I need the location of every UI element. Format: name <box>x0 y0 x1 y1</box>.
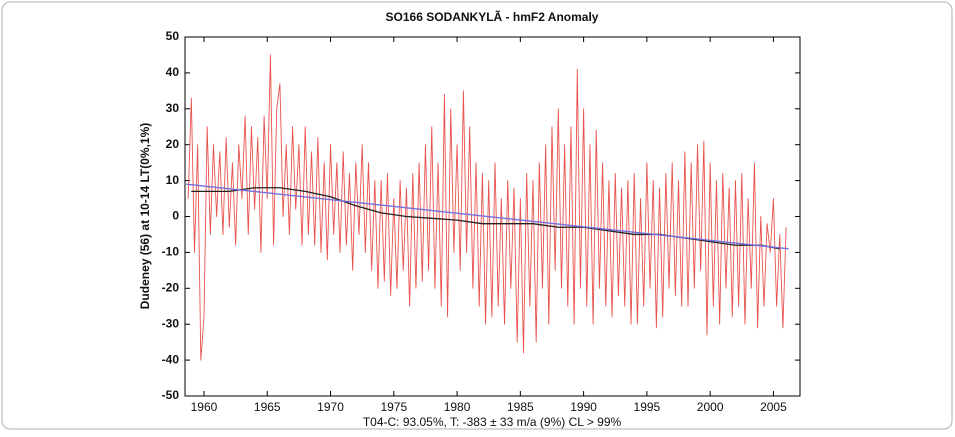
x-tick-label: 1985 <box>507 400 534 414</box>
y-tick-label: 50 <box>166 29 180 43</box>
chart-title: SO166 SODANKYLÃ - hmF2 Anomaly <box>386 9 599 24</box>
y-tick-label: -30 <box>162 316 180 330</box>
x-tick-label: 1960 <box>191 400 218 414</box>
y-tick-label: 0 <box>172 209 179 223</box>
y-tick-label: 30 <box>166 101 180 115</box>
x-axis-label: T04-C: 93.05%, T: -383 ± 33 m/a (9%) CL … <box>363 415 622 429</box>
y-tick-label: -40 <box>162 352 180 366</box>
series-line <box>186 183 789 250</box>
series-line <box>187 54 787 361</box>
x-tick-label: 1990 <box>570 400 597 414</box>
y-tick-label: 10 <box>166 173 180 187</box>
x-tick-label: 1975 <box>380 400 407 414</box>
y-tick-label: 40 <box>166 65 180 79</box>
y-tick-label: -50 <box>162 388 180 402</box>
x-tick-label: 1965 <box>254 400 281 414</box>
frame <box>1 1 953 430</box>
x-tick-label: 1970 <box>317 400 344 414</box>
y-tick-label: -20 <box>162 280 180 294</box>
y-tick-label: 20 <box>166 137 180 151</box>
y-axis-label: Dudeney (56) at 10-14 LT(0%,1%) <box>138 123 152 310</box>
x-tick-label: 1980 <box>444 400 471 414</box>
series-line <box>191 187 780 250</box>
x-tick-label: 2005 <box>760 400 787 414</box>
x-tick-label: 1995 <box>634 400 661 414</box>
x-tick-label: 2000 <box>697 400 724 414</box>
y-tick-label: -10 <box>162 245 180 259</box>
